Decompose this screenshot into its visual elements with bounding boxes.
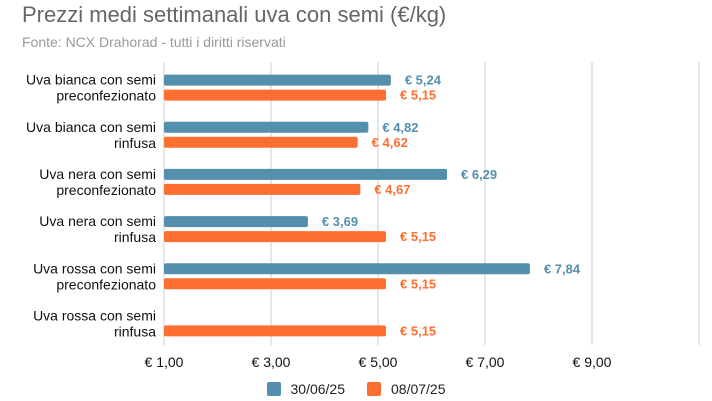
data-label: € 5,15: [400, 88, 436, 103]
data-label: € 3,69: [322, 214, 358, 229]
bar: [164, 216, 308, 228]
category-label: preconfezionato: [56, 88, 156, 104]
x-tick-label: € 9,00: [573, 354, 612, 370]
legend-item[interactable]: 30/06/25: [266, 381, 346, 397]
bar: [164, 136, 358, 148]
data-label: € 5,15: [400, 229, 436, 244]
data-label: € 5,15: [400, 323, 436, 338]
data-label: € 7,84: [544, 261, 581, 276]
bar: [164, 74, 391, 86]
category-label: Uva rossa con semi: [33, 307, 156, 323]
category-label: rinfusa: [114, 135, 156, 151]
x-tick-label: € 3,00: [252, 354, 291, 370]
bar: [164, 263, 530, 275]
data-label: € 4,62: [372, 135, 408, 150]
legend-label: 30/06/25: [290, 381, 346, 397]
bar: [164, 89, 387, 101]
data-label: € 4,82: [382, 120, 418, 135]
category-label: Uva nera con semi: [39, 213, 156, 229]
bar: [164, 183, 361, 195]
category-label: Uva bianca con semi: [26, 119, 156, 135]
category-label: Uva bianca con semi: [26, 72, 156, 88]
category-label: rinfusa: [114, 323, 156, 339]
x-tick-label: € 7,00: [466, 354, 505, 370]
category-label: preconfezionato: [56, 276, 156, 292]
x-tick-label: € 1,00: [145, 354, 184, 370]
data-label: € 4,67: [374, 182, 410, 197]
category-label: preconfezionato: [56, 182, 156, 198]
legend-label: 08/07/25: [391, 381, 446, 397]
x-tick-label: € 5,00: [359, 354, 398, 370]
category-label: rinfusa: [114, 229, 156, 245]
data-label: € 5,15: [400, 276, 436, 291]
bar: [164, 168, 448, 180]
data-label: € 6,29: [461, 167, 497, 182]
category-label: Uva nera con semi: [39, 166, 156, 182]
bar: [164, 325, 387, 337]
legend-swatch: [266, 382, 281, 396]
bar: [164, 231, 387, 243]
chart-subtitle: Fonte: NCX Drahorad - tutti i diritti ri…: [22, 34, 286, 50]
data-label: € 5,24: [405, 73, 442, 88]
legend: 30/06/25 08/07/25: [0, 381, 712, 397]
bar: [164, 121, 369, 133]
legend-item[interactable]: 08/07/25: [367, 381, 446, 397]
category-label: Uva rossa con semi: [33, 260, 156, 276]
legend-swatch: [367, 382, 381, 396]
bar: [164, 278, 387, 290]
chart-title: Prezzi medi settimanali uva con semi (€/…: [22, 2, 447, 27]
